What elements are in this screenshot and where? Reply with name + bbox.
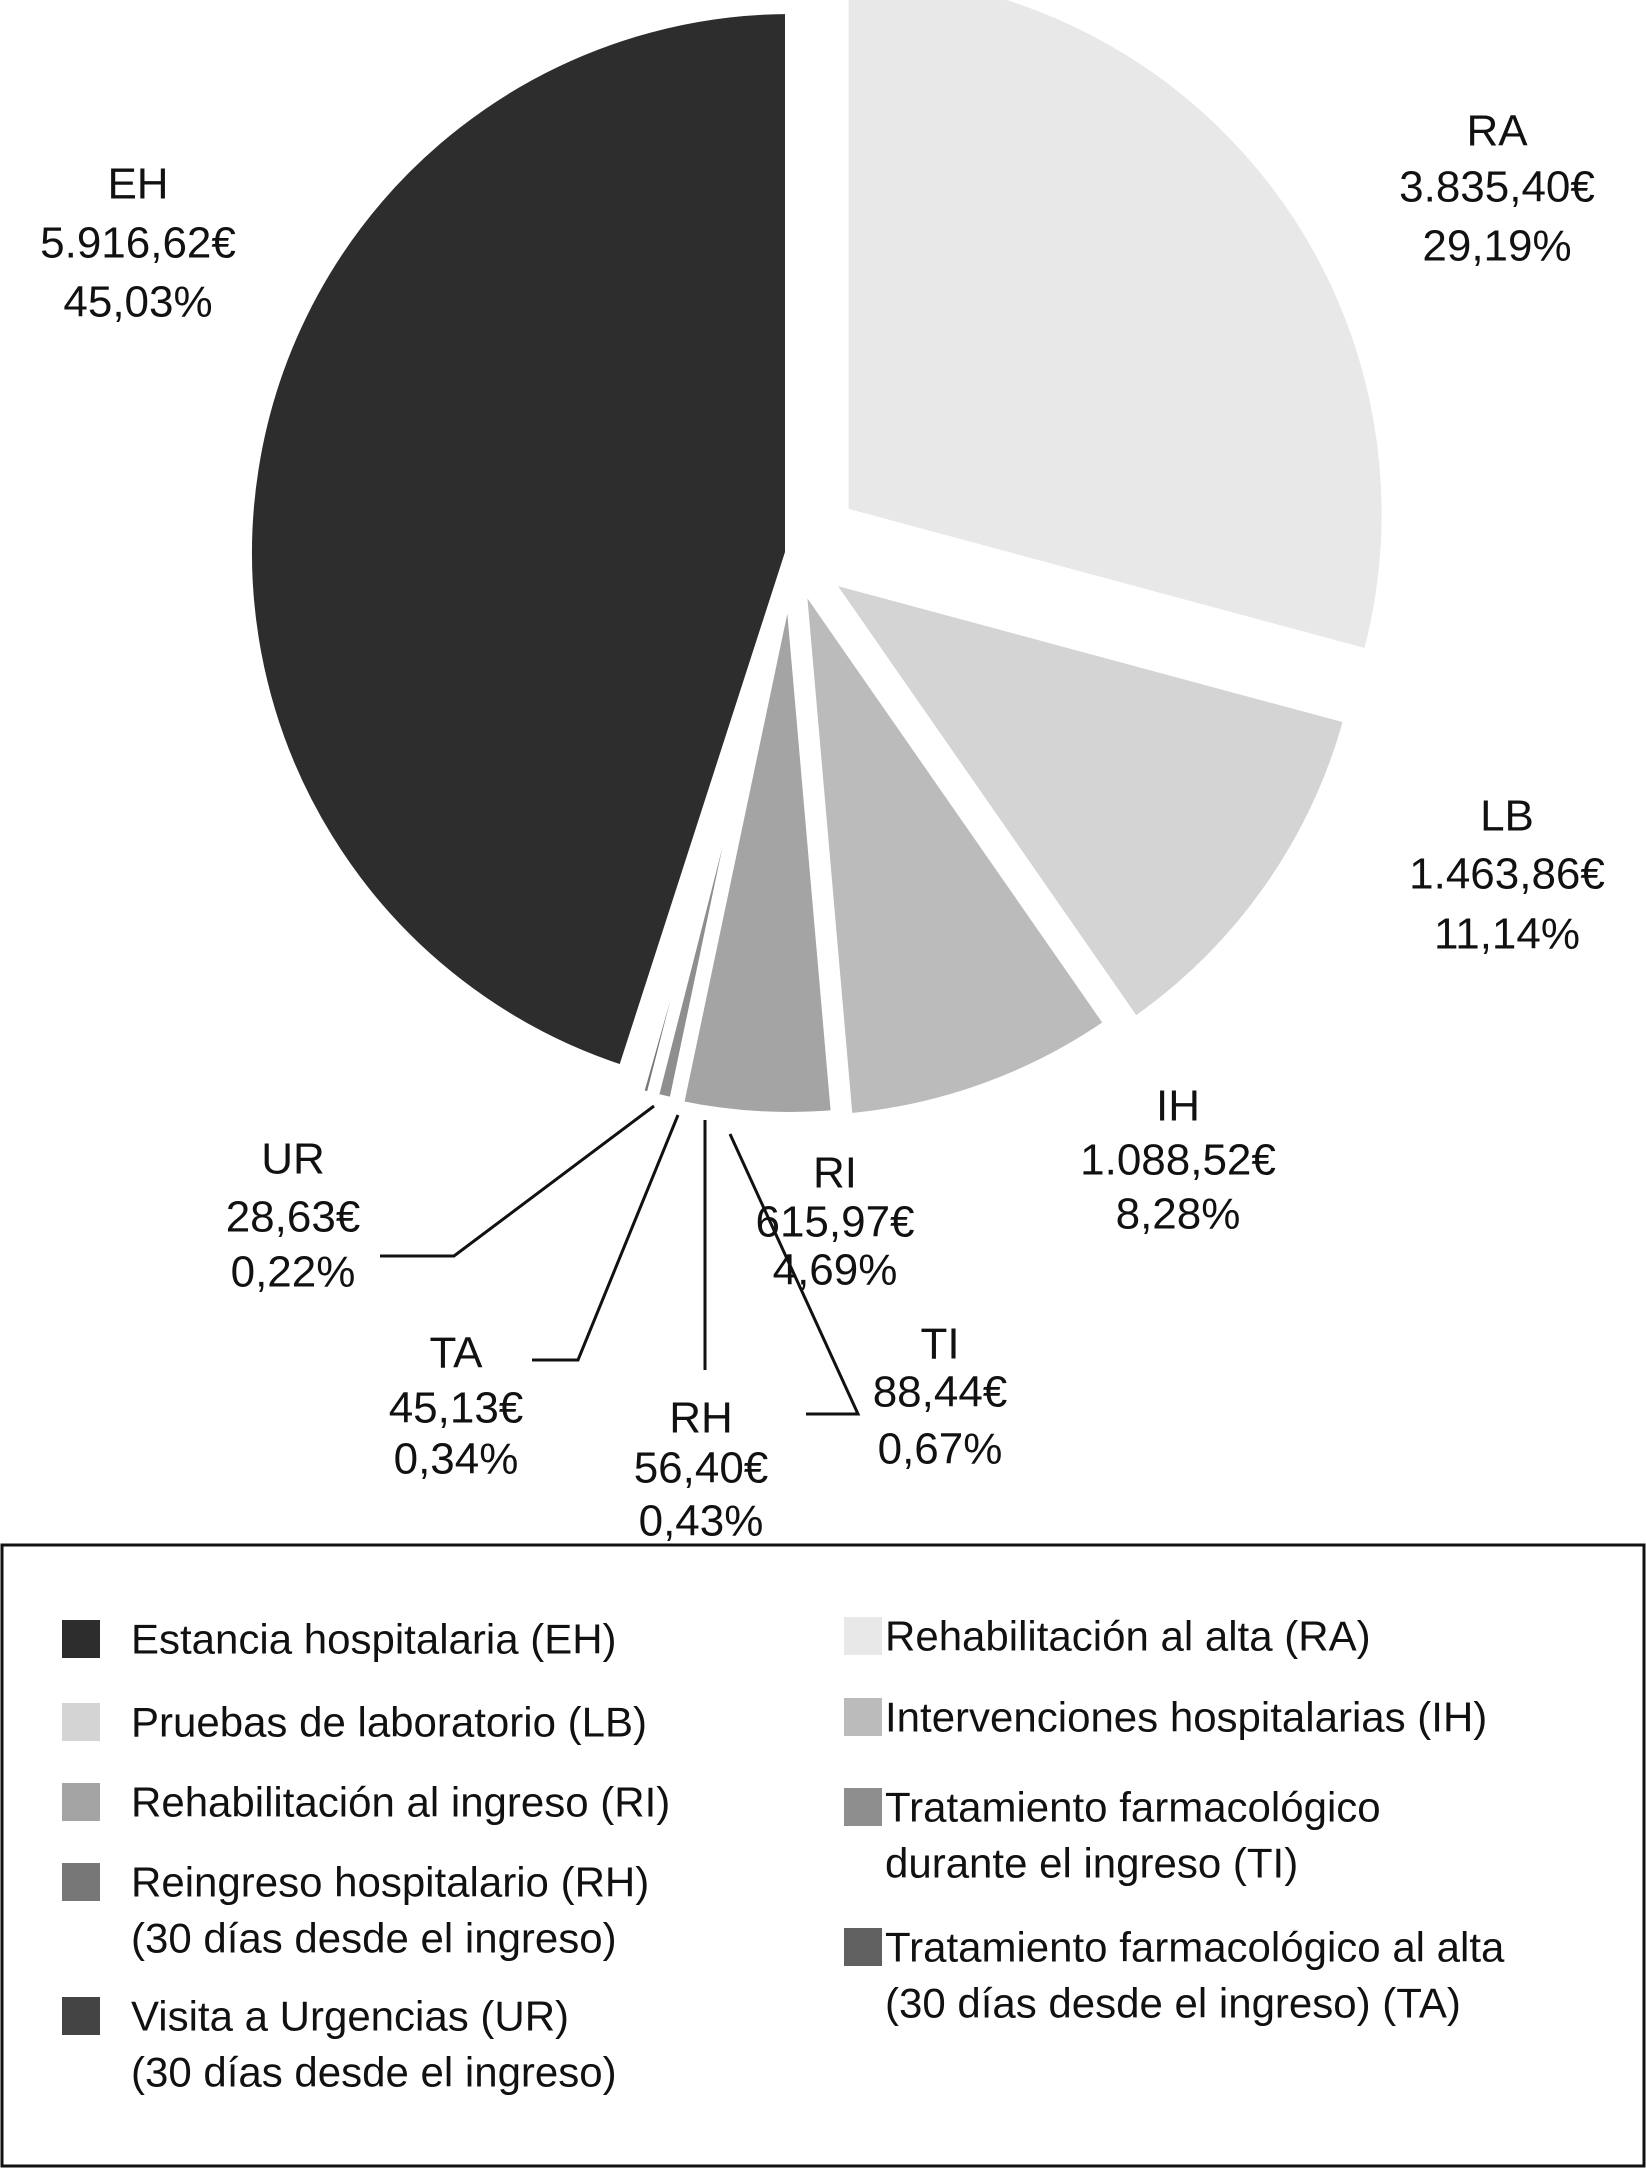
slice-labels: RA 3.835,40€ 29,19% LB 1.463,86€ 11,14% IH 1.08… — [40, 107, 1605, 1546]
leader-line-ti — [728, 1133, 861, 1416]
slice-label-ta-code: TA — [430, 1329, 484, 1378]
slice-label-lb-percent: 11,14% — [1434, 910, 1580, 959]
legend-box — [0, 1543, 1646, 2168]
slice-label-ri-code: RI — [813, 1149, 857, 1198]
pie-slices — [240, 0, 1394, 1126]
pie-slice-eh — [240, 1, 797, 1080]
legend-swatch-ti — [844, 1788, 882, 1826]
slice-label-eh-code: EH — [107, 160, 168, 209]
pie-slice-ri — [670, 571, 844, 1124]
legend-label-ti: durante el ingreso (TI) — [885, 1840, 1298, 1887]
legend-label-ra: Rehabilitación al alta (RA) — [885, 1613, 1371, 1660]
legend-label-ta: Tratamiento farmacológico al alta — [885, 1924, 1505, 1971]
pie-slice-ih — [791, 554, 1119, 1126]
slice-label-ri-percent: 4,69% — [773, 1246, 898, 1295]
legend-swatch-ri — [62, 1783, 100, 1821]
slice-label-ta-percent: 0,34% — [394, 1435, 519, 1484]
legend-label-ti: Tratamiento farmacológico — [885, 1784, 1381, 1831]
legend: Estancia hospitalaria (EH) Pruebas de lab… — [62, 1613, 1505, 2096]
pie-slice-lb — [809, 565, 1358, 1032]
slice-label-ih-value: 1.088,52€ — [1080, 1136, 1276, 1185]
legend-label-ri: Rehabilitación al ingreso (RI) — [131, 1779, 670, 1826]
legend-label-ur: Visita a Urgencias (UR) — [131, 1993, 569, 2040]
slice-label-ti-code: TI — [920, 1320, 959, 1369]
legend-label-lb: Pruebas de laboratorio (LB) — [131, 1699, 647, 1746]
legend-swatch-ra — [844, 1617, 882, 1655]
legend-label-eh: Estancia hospitalaria (EH) — [131, 1616, 617, 1663]
slice-label-ti-percent: 0,67% — [878, 1425, 1003, 1474]
slice-label-ih-code: IH — [1156, 1082, 1200, 1131]
legend-label-ur: (30 días desde el ingreso) — [131, 2049, 617, 2096]
legend-swatch-ta — [844, 1928, 882, 1966]
legend-label-rh: (30 días desde el ingreso) — [131, 1915, 617, 1962]
legend-swatch-rh — [62, 1863, 100, 1901]
slice-label-ri-value: 615,97€ — [755, 1198, 914, 1247]
legend-label-ta: (30 días desde el ingreso) (TA) — [885, 1980, 1461, 2027]
slice-label-rh-code: RH — [669, 1394, 733, 1443]
slice-label-ti-value: 88,44€ — [873, 1368, 1008, 1417]
leader-line-ta — [532, 1114, 680, 1362]
slice-label-lb-value: 1.463,86€ — [1409, 850, 1605, 899]
legend-label-ih: Intervenciones hospitalarias (IH) — [885, 1694, 1487, 1741]
slice-label-ur-code: UR — [261, 1135, 325, 1184]
legend-swatch-ur — [62, 1997, 100, 2035]
legend-swatch-ih — [844, 1698, 882, 1736]
leader-lines — [380, 1104, 861, 1416]
legend-swatch-eh — [62, 1620, 100, 1658]
legend-label-rh: Reingreso hospitalario (RH) — [131, 1859, 649, 1906]
slice-label-ta-value: 45,13€ — [389, 1384, 524, 1433]
leader-line-ur — [380, 1104, 655, 1258]
slice-label-ih-percent: 8,28% — [1116, 1190, 1241, 1239]
pie-slice-ra — [836, 0, 1394, 663]
slice-label-ra-percent: 29,19% — [1422, 222, 1571, 271]
slice-label-ra-code: RA — [1466, 107, 1528, 156]
slice-label-lb-code: LB — [1480, 792, 1534, 841]
legend-swatch-lb — [62, 1703, 100, 1741]
slice-label-ur-value: 28,63€ — [226, 1193, 361, 1242]
slice-label-rh-percent: 0,43% — [639, 1497, 764, 1546]
slice-label-ur-percent: 0,22% — [231, 1248, 356, 1297]
slice-label-eh-value: 5.916,62€ — [40, 219, 236, 268]
slice-label-rh-value: 56,40€ — [634, 1444, 769, 1493]
slice-label-ra-value: 3.835,40€ — [1399, 163, 1595, 212]
slice-label-eh-percent: 45,03% — [63, 278, 212, 327]
